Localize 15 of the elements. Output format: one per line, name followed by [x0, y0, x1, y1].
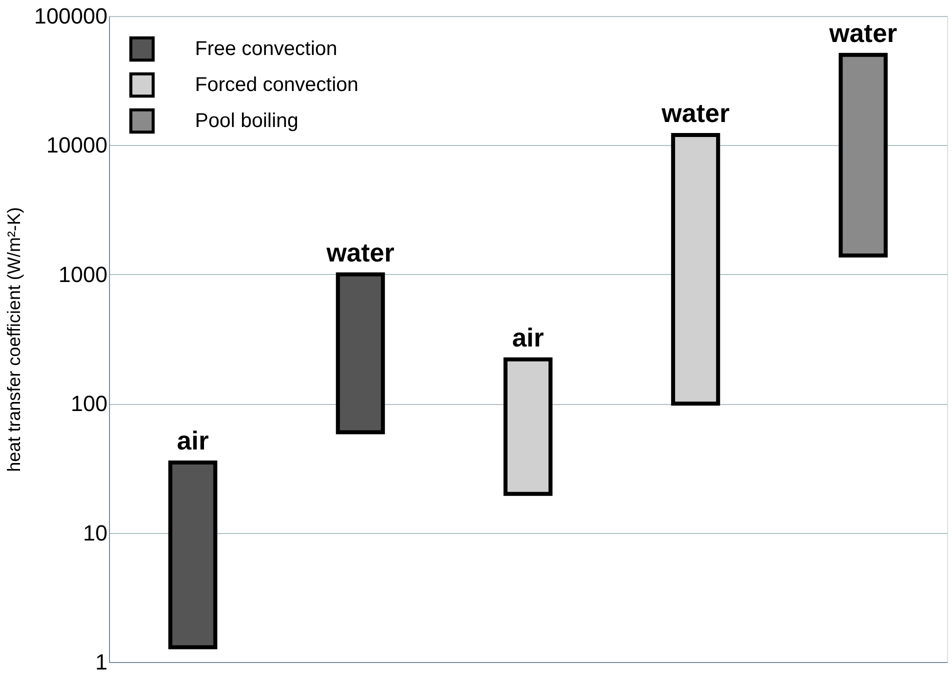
- y-tick-label: 1000: [58, 262, 108, 287]
- data-label: water: [828, 18, 898, 48]
- legend-label: Forced convection: [195, 74, 358, 96]
- y-tick-label: 10: [83, 520, 108, 546]
- y-tick-label: 100000: [34, 4, 108, 28]
- y-tick-label: 100: [70, 391, 108, 416]
- legend-label: Pool boiling: [195, 110, 298, 132]
- data-label: water: [660, 98, 730, 128]
- legend-label: Free convection: [195, 38, 338, 60]
- data-label: air: [176, 426, 209, 456]
- data-label: air: [512, 322, 544, 352]
- y-axis-title: heat transfer coefficient (W/m²-K): [4, 207, 24, 472]
- data-label: water: [325, 237, 394, 268]
- y-tick-label: 10000: [46, 132, 108, 158]
- y-tick-label: 1: [95, 650, 108, 674]
